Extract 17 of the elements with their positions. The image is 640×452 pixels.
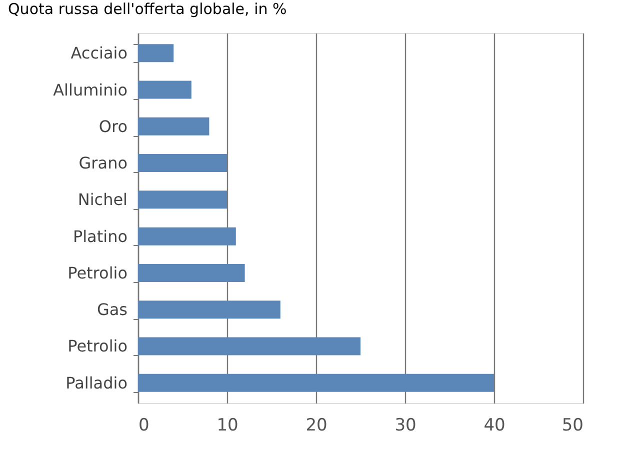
y-tick-label: Petrolio: [68, 336, 128, 356]
y-tick-label: Platino: [72, 226, 128, 246]
x-tick-label: 40: [484, 416, 506, 436]
y-tick-label: Petrolio: [68, 263, 128, 282]
y-tick-label: Nichel: [78, 190, 128, 210]
x-tick-label: 30: [394, 416, 416, 436]
y-tick-label: Oro: [98, 116, 128, 136]
y-tick-label: Acciaio: [70, 44, 128, 63]
y-tick-label: Alluminio: [53, 80, 128, 100]
y-tick-label: Grano: [78, 154, 128, 173]
x-tick-label: 10: [216, 416, 238, 436]
y-tick-label: Palladio: [66, 373, 128, 392]
y-tick-label: Gas: [96, 300, 128, 320]
x-tick-label: 20: [306, 416, 328, 436]
x-tick-label: 0: [138, 416, 150, 436]
x-tick-label: 50: [562, 416, 584, 436]
chart-title: Quota russa dell'offerta globale, in %: [8, 0, 287, 18]
